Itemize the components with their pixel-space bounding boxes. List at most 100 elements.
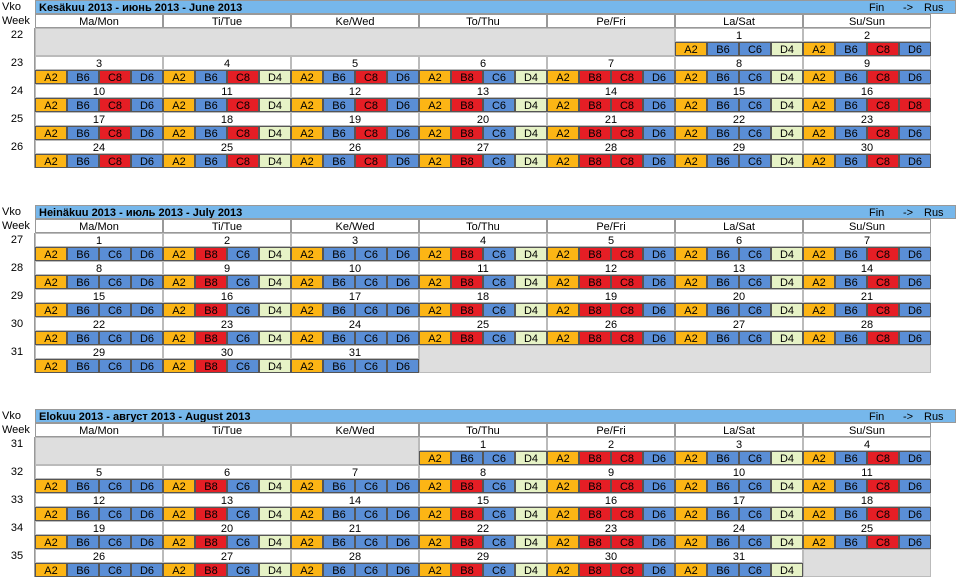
shift-cell[interactable]: D6 xyxy=(131,479,163,493)
day-date[interactable]: 5 xyxy=(547,233,675,247)
day-date[interactable]: 29 xyxy=(419,549,547,563)
day-date[interactable]: 16 xyxy=(163,289,291,303)
day-date[interactable]: 11 xyxy=(419,261,547,275)
shift-cell[interactable]: D6 xyxy=(131,275,163,289)
shift-cell[interactable]: B6 xyxy=(835,70,867,84)
shift-cell[interactable]: C6 xyxy=(227,331,259,345)
shift-cell[interactable]: A2 xyxy=(163,70,195,84)
shift-cell[interactable]: C8 xyxy=(227,154,259,168)
shift-cell[interactable]: C6 xyxy=(739,563,771,577)
shift-cell[interactable]: D6 xyxy=(643,479,675,493)
shift-cell[interactable]: D4 xyxy=(771,563,803,577)
shift-cell[interactable]: B8 xyxy=(579,126,611,140)
shift-cell[interactable]: B8 xyxy=(195,331,227,345)
shift-cell[interactable]: C8 xyxy=(867,126,899,140)
shift-cell[interactable]: B8 xyxy=(451,303,483,317)
day-date[interactable]: 21 xyxy=(803,289,931,303)
shift-cell[interactable]: D6 xyxy=(387,563,419,577)
shift-cell[interactable]: A2 xyxy=(419,451,451,465)
shift-cell[interactable]: A2 xyxy=(291,98,323,112)
shift-cell[interactable]: A2 xyxy=(419,98,451,112)
shift-cell[interactable]: B6 xyxy=(707,303,739,317)
shift-cell[interactable]: B6 xyxy=(67,563,99,577)
shift-cell[interactable]: C6 xyxy=(483,98,515,112)
shift-cell[interactable]: B6 xyxy=(67,331,99,345)
shift-cell[interactable]: C8 xyxy=(355,70,387,84)
lang-rus-link[interactable]: Rus xyxy=(924,411,944,423)
shift-cell[interactable]: A2 xyxy=(803,247,835,261)
shift-cell[interactable]: C6 xyxy=(355,563,387,577)
shift-cell[interactable]: C8 xyxy=(611,126,643,140)
shift-cell[interactable]: C8 xyxy=(867,451,899,465)
shift-cell[interactable]: A2 xyxy=(803,303,835,317)
day-date[interactable]: 19 xyxy=(547,289,675,303)
shift-cell[interactable]: C6 xyxy=(99,479,131,493)
shift-cell[interactable]: C6 xyxy=(483,303,515,317)
shift-cell[interactable]: B8 xyxy=(579,275,611,289)
shift-cell[interactable]: B8 xyxy=(579,535,611,549)
shift-cell[interactable]: B8 xyxy=(451,275,483,289)
day-date[interactable]: 28 xyxy=(803,317,931,331)
shift-cell[interactable]: D6 xyxy=(131,359,163,373)
shift-cell[interactable]: A2 xyxy=(675,479,707,493)
shift-cell[interactable]: C6 xyxy=(483,535,515,549)
day-date[interactable]: 16 xyxy=(547,493,675,507)
shift-cell[interactable]: B6 xyxy=(707,331,739,345)
day-date[interactable]: 27 xyxy=(419,140,547,154)
shift-cell[interactable]: D6 xyxy=(643,303,675,317)
shift-cell[interactable]: B6 xyxy=(323,359,355,373)
shift-cell[interactable]: A2 xyxy=(675,154,707,168)
shift-cell[interactable]: B6 xyxy=(707,154,739,168)
shift-cell[interactable]: B6 xyxy=(323,479,355,493)
shift-cell[interactable]: D6 xyxy=(387,331,419,345)
shift-cell[interactable]: D6 xyxy=(387,479,419,493)
shift-cell[interactable]: D4 xyxy=(515,98,547,112)
shift-cell[interactable]: D6 xyxy=(899,70,931,84)
shift-cell[interactable]: A2 xyxy=(291,331,323,345)
shift-cell[interactable]: A2 xyxy=(163,507,195,521)
shift-cell[interactable]: D4 xyxy=(771,303,803,317)
shift-cell[interactable]: A2 xyxy=(291,479,323,493)
day-date[interactable]: 30 xyxy=(547,549,675,563)
day-date[interactable]: 16 xyxy=(803,84,931,98)
shift-cell[interactable]: A2 xyxy=(291,275,323,289)
shift-cell[interactable]: C8 xyxy=(867,98,899,112)
day-date[interactable]: 24 xyxy=(291,317,419,331)
shift-cell[interactable]: D6 xyxy=(131,535,163,549)
day-date[interactable]: 26 xyxy=(291,140,419,154)
shift-cell[interactable]: A2 xyxy=(803,535,835,549)
shift-cell[interactable]: C6 xyxy=(483,331,515,345)
shift-cell[interactable]: B6 xyxy=(67,70,99,84)
lang-rus-link[interactable]: Rus xyxy=(924,207,944,219)
shift-cell[interactable]: C6 xyxy=(483,70,515,84)
shift-cell[interactable]: D4 xyxy=(515,70,547,84)
shift-cell[interactable]: B6 xyxy=(835,98,867,112)
day-date[interactable]: 4 xyxy=(803,437,931,451)
day-date[interactable]: 7 xyxy=(291,465,419,479)
shift-cell[interactable]: D4 xyxy=(515,247,547,261)
shift-cell[interactable]: C6 xyxy=(99,507,131,521)
day-date[interactable]: 12 xyxy=(291,84,419,98)
shift-cell[interactable]: B8 xyxy=(579,507,611,521)
shift-cell[interactable]: A2 xyxy=(419,275,451,289)
shift-cell[interactable]: B6 xyxy=(67,479,99,493)
shift-cell[interactable]: A2 xyxy=(419,154,451,168)
shift-cell[interactable]: D4 xyxy=(259,507,291,521)
shift-cell[interactable]: B6 xyxy=(67,275,99,289)
shift-cell[interactable]: D6 xyxy=(387,275,419,289)
day-date[interactable]: 31 xyxy=(675,549,803,563)
shift-cell[interactable]: B8 xyxy=(579,247,611,261)
shift-cell[interactable]: A2 xyxy=(291,154,323,168)
shift-cell[interactable]: A2 xyxy=(163,98,195,112)
shift-cell[interactable]: B8 xyxy=(579,98,611,112)
shift-cell[interactable]: B6 xyxy=(835,535,867,549)
shift-cell[interactable]: D4 xyxy=(771,535,803,549)
shift-cell[interactable]: A2 xyxy=(163,126,195,140)
day-date[interactable]: 13 xyxy=(675,261,803,275)
shift-cell[interactable]: B8 xyxy=(451,507,483,521)
shift-cell[interactable]: A2 xyxy=(419,507,451,521)
shift-cell[interactable]: B6 xyxy=(323,154,355,168)
shift-cell[interactable]: B6 xyxy=(67,98,99,112)
shift-cell[interactable]: C6 xyxy=(355,359,387,373)
shift-cell[interactable]: A2 xyxy=(291,70,323,84)
